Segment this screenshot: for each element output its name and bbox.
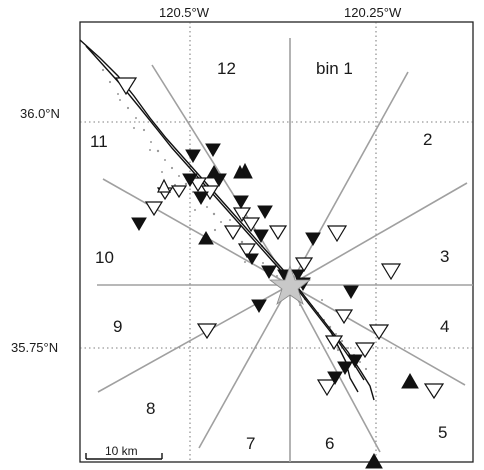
sector-line-ssw	[198, 284, 291, 449]
station-open-down-triangle	[380, 263, 402, 281]
station-open-down-triangle	[324, 335, 344, 351]
station-open-down-triangle	[232, 207, 252, 223]
station-filled-down-triangle	[245, 253, 259, 265]
station-filled-down-triangle	[257, 205, 273, 219]
open-down-triangle-stations	[114, 77, 445, 400]
bin-label-6: 6	[325, 434, 334, 453]
bin-label-8: 8	[146, 399, 155, 418]
station-filled-down-triangle	[233, 195, 249, 209]
station-filled-down-triangle	[337, 361, 353, 375]
station-filled-down-triangle	[182, 173, 198, 187]
sector-line-ene	[289, 182, 468, 286]
filled-up-triangle-stations	[198, 162, 419, 469]
latitude-label-36-0: 36.0°N	[20, 106, 60, 121]
fault-trace-secondary	[85, 45, 365, 381]
station-open-down-triangle	[237, 243, 257, 259]
station-open-down-triangle	[354, 342, 376, 359]
bin-label-2: 2	[423, 130, 432, 149]
station-filled-down-triangle	[253, 229, 269, 243]
station-open-down-triangle	[241, 217, 261, 233]
station-open-down-triangle	[223, 225, 243, 241]
sector-line-sse	[289, 284, 381, 453]
station-open-down-triangle	[170, 185, 188, 199]
station-open-up-triangle	[157, 178, 171, 193]
scale-bar-label: 10 km	[105, 444, 138, 458]
map-frame	[79, 21, 474, 463]
latitude-label-35-75: 35.75°N	[11, 340, 58, 355]
station-filled-up-triangle	[401, 372, 419, 389]
station-open-down-triangle	[188, 177, 208, 193]
bin-label-11: 11	[90, 132, 108, 151]
longitude-label-120-25: 120.25°W	[344, 5, 402, 20]
station-open-down-triangle	[316, 379, 338, 397]
sector-line-wnw	[102, 178, 291, 286]
station-filled-down-triangle	[261, 265, 277, 279]
epicenter-star	[268, 264, 312, 306]
bin-label-9: 9	[113, 317, 122, 336]
station-filled-down-triangle	[327, 371, 343, 385]
bin-label-3: 3	[440, 247, 449, 266]
station-filled-up-triangle	[198, 231, 214, 245]
bin-label-10: 10	[95, 248, 114, 267]
scale-bar	[85, 453, 163, 460]
station-filled-up-triangle	[365, 452, 383, 469]
longitude-label-120-5: 120.5°W	[159, 5, 210, 20]
bin-label-7: 7	[246, 434, 255, 453]
station-filled-down-triangle	[131, 217, 147, 231]
station-open-down-triangle	[368, 324, 390, 341]
station-filled-down-triangle	[347, 354, 363, 368]
sector-line-ne	[289, 71, 409, 286]
station-filled-up-triangle	[206, 165, 222, 179]
station-open-down-triangle	[334, 309, 354, 325]
station-open-down-triangle	[144, 201, 164, 217]
bin-label-12: 12	[217, 59, 236, 78]
bin-label-5: 5	[438, 423, 447, 442]
bin-label-4: 4	[440, 317, 449, 336]
station-open-down-triangle	[326, 225, 348, 243]
station-filled-down-triangle	[343, 285, 359, 299]
station-open-down-triangle	[268, 225, 288, 241]
station-filled-down-triangle	[251, 299, 267, 313]
station-filled-down-triangle	[291, 269, 305, 281]
station-filled-down-triangle	[305, 232, 321, 246]
graticule	[80, 22, 473, 462]
station-open-down-triangle	[196, 323, 218, 340]
station-open-down-triangle	[294, 257, 314, 273]
open-up-triangle-stations	[157, 178, 171, 193]
station-open-down-triangle	[423, 383, 445, 400]
station-filled-down-triangle	[193, 191, 209, 205]
station-filled-down-triangle	[205, 143, 221, 157]
fault-trace-main	[79, 39, 375, 401]
bin-label-1: bin 1	[316, 59, 353, 78]
station-open-down-triangle	[114, 77, 138, 96]
station-filled-up-triangle	[233, 164, 247, 179]
station-filled-down-triangle	[185, 149, 201, 163]
